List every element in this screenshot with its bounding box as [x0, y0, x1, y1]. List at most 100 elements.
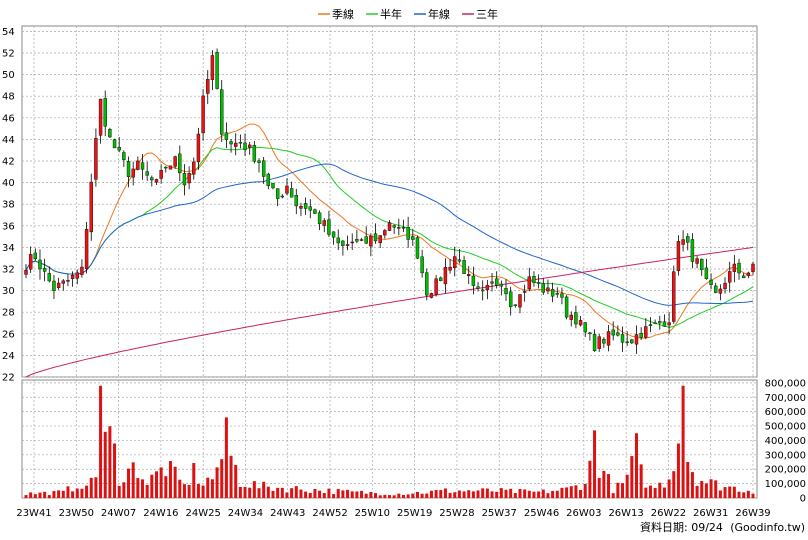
candle-body: [215, 52, 219, 89]
volume-bar: [113, 443, 117, 498]
candle-body: [387, 222, 392, 231]
volume-bar: [215, 467, 219, 498]
candle-body: [471, 275, 476, 286]
candle-body: [196, 133, 201, 163]
volume-bar: [131, 462, 135, 498]
volume-bar: [532, 491, 536, 498]
candle-body: [308, 206, 312, 211]
candle-body: [420, 256, 424, 274]
volume-bar: [262, 481, 266, 498]
volume-bar: [248, 487, 252, 498]
x-tick-label: 24W07: [101, 508, 136, 519]
volume-bar: [690, 472, 694, 498]
volume-bar: [485, 488, 489, 498]
candle-body: [126, 161, 131, 177]
candle-body: [159, 170, 163, 179]
volume-bar: [327, 488, 331, 498]
volume-bar: [94, 477, 98, 498]
candle-body: [336, 237, 340, 244]
price-tick-label: 40: [2, 178, 15, 189]
candle-body: [47, 273, 52, 282]
candle-body: [355, 239, 359, 242]
x-tick-label: 26W03: [566, 508, 601, 519]
volume-bar: [607, 474, 611, 498]
volume-bar: [299, 489, 303, 498]
candle-body: [108, 129, 112, 138]
ma-line-1: [25, 123, 754, 339]
candle-body: [173, 156, 177, 167]
price-tick-label: 28: [2, 308, 15, 319]
candle-body: [266, 173, 271, 187]
candle-body: [56, 282, 61, 288]
candle-body: [406, 226, 410, 240]
volume-bar: [33, 494, 37, 498]
volume-axis-ticks: 0 100,000 200,000 300,000 400,000 500,000 600,…: [765, 378, 806, 504]
volume-bar: [374, 493, 378, 498]
volume-bar: [127, 468, 131, 498]
volume-bar: [103, 431, 107, 498]
candle-body: [625, 341, 629, 343]
x-tick-label: 23W50: [59, 508, 94, 519]
volume-bar: [206, 477, 210, 498]
volume-bar: [560, 487, 564, 498]
volume-bar: [499, 488, 503, 498]
candle-body: [52, 280, 56, 291]
volume-bar: [364, 493, 368, 498]
ma-line-4: [25, 246, 754, 378]
x-axis-ticks: 23W41 23W50 24W07 24W16 24W25 24W34 24W43 24W52…: [16, 508, 770, 519]
volume-bar: [462, 491, 466, 498]
candle-body: [345, 244, 350, 246]
candle-body: [313, 209, 317, 214]
volume-bar: [271, 490, 275, 498]
candle-body: [206, 79, 210, 94]
x-tick-label: 26W39: [735, 508, 770, 519]
candle-body: [439, 277, 443, 281]
candle-body: [168, 165, 173, 170]
candle-body: [718, 288, 723, 294]
volume-bar: [611, 493, 615, 498]
volume-bar: [243, 486, 247, 498]
price-grid: [21, 25, 758, 378]
candle-body: [550, 289, 555, 297]
x-tick-label: 24W34: [228, 508, 263, 519]
candle-body: [704, 267, 709, 280]
volume-bar: [695, 485, 699, 498]
volume-bar: [89, 477, 93, 498]
x-tick-label: 24W16: [143, 508, 178, 519]
volume-bar: [653, 487, 657, 498]
candle-body: [401, 227, 406, 229]
candle-body: [667, 322, 671, 326]
ma-line-2: [25, 146, 754, 328]
volume-bar: [648, 485, 652, 498]
volume-bar: [732, 486, 736, 498]
volume-bar: [196, 484, 200, 498]
candle-body: [140, 162, 145, 170]
volume-bar: [411, 493, 415, 498]
price-tick-label: 50: [2, 70, 15, 81]
candle-body: [453, 256, 457, 268]
volume-tick-label: 500,000: [765, 422, 806, 433]
volume-bar: [383, 494, 387, 498]
volume-tick-label: 600,000: [765, 407, 806, 418]
candle-body: [681, 239, 685, 245]
candle-body: [373, 233, 378, 242]
volume-bar: [397, 493, 401, 498]
candle-body: [690, 239, 695, 262]
candle-body: [331, 231, 336, 238]
candle-body: [252, 145, 257, 162]
volume-tick-label: 300,000: [765, 450, 806, 461]
volume-bar: [38, 492, 42, 498]
candle-body: [75, 272, 79, 279]
candle-body: [709, 279, 713, 285]
candle-body: [522, 291, 527, 293]
candle-body: [411, 236, 415, 240]
candle-body: [467, 274, 471, 277]
candle-body: [122, 152, 126, 160]
volume-bar: [238, 486, 242, 498]
candle-body: [294, 195, 298, 207]
candle-body: [261, 160, 266, 177]
volume-bar: [136, 478, 140, 498]
source-site-link[interactable]: (Goodinfo.tw): [730, 521, 805, 534]
volume-bar: [164, 476, 168, 498]
